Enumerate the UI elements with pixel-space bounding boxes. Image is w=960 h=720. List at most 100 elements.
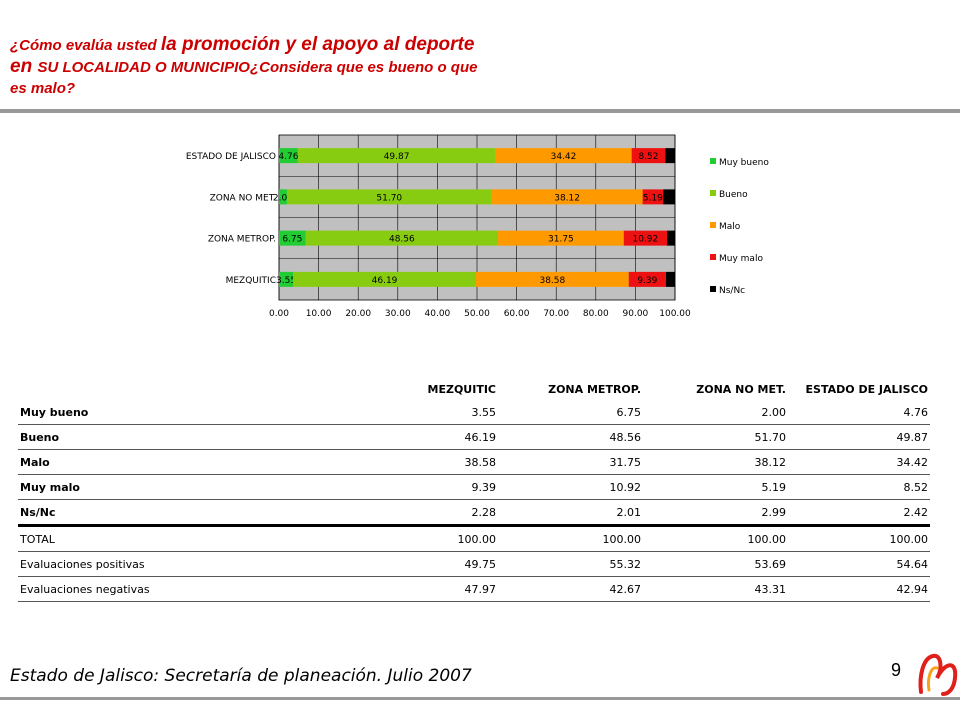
legend-label: Muy bueno [719, 158, 769, 168]
table-cell: 2.42 [903, 505, 929, 519]
table-cell: 2.28 [471, 505, 497, 519]
table-header-cell: ESTADO DE JALISCO [805, 383, 928, 396]
bar-segment [667, 230, 675, 246]
data-label: 38.58 [539, 276, 565, 286]
x-tick-label: 20.00 [345, 309, 371, 319]
row-label: Bueno [20, 430, 60, 444]
data-label: 8.52 [638, 152, 658, 162]
bar-segment [305, 230, 499, 246]
x-tick-label: 60.00 [504, 309, 530, 319]
table-cell: 6.75 [616, 405, 642, 419]
data-label: 34.42 [551, 152, 577, 162]
table-cell: 4.76 [903, 405, 929, 419]
legend-swatch [710, 254, 716, 260]
bar-segment [642, 189, 664, 205]
table-cell: 43.31 [754, 582, 787, 596]
table-cell: 49.87 [896, 430, 929, 444]
bar-segment [286, 189, 492, 205]
legend-swatch [710, 158, 716, 164]
stacked-bar-chart: 0.00 10.00 20.00 30.00 40.00 50.00 60.00 70.00 8… [186, 134, 769, 319]
data-label: 4.76 [278, 152, 298, 162]
table-row: TOTAL 100.00 100.00 100.00 100.00 [18, 526, 930, 552]
title-part-3: SU LOCALIDAD O MUNICIPIO¿Considera que e… [10, 59, 478, 97]
bar-segment [297, 148, 496, 164]
x-tick-label: 0.00 [269, 309, 289, 319]
table-cell: 9.39 [471, 480, 497, 494]
data-label: 49.87 [384, 152, 410, 162]
table-cell: 55.32 [609, 557, 642, 571]
row-label: TOTAL [20, 532, 55, 546]
table-cell: 5.19 [761, 480, 787, 494]
bar-segment [279, 148, 298, 164]
data-label: 51.70 [376, 193, 402, 203]
bar-segment [628, 271, 666, 287]
data-label: 38.12 [554, 193, 580, 203]
data-label: 5.19 [643, 193, 663, 203]
bar-segment [491, 189, 643, 205]
bar-segment [498, 230, 624, 246]
data-label: 31.75 [548, 235, 574, 245]
table-cell: 46.19 [464, 430, 497, 444]
table-cell: 54.64 [896, 557, 929, 571]
table-cell: 34.42 [896, 455, 929, 469]
x-tick-label: 80.00 [583, 309, 609, 319]
table-cell: 51.70 [754, 430, 787, 444]
x-tick-label: 40.00 [425, 309, 451, 319]
bar-segment [279, 230, 306, 246]
table-cell: 38.12 [754, 455, 787, 469]
title-part-1: ¿Cómo evalúa usted [10, 37, 161, 54]
data-table: MEZQUITIC ZONA METROP. ZONA NO MET. ESTA… [18, 360, 930, 602]
table-header-cell: ZONA METROP. [548, 383, 641, 396]
table-header-cell: ZONA NO MET. [696, 383, 786, 396]
legend-swatch [710, 190, 716, 196]
table-row: Evaluaciones positivas 49.75 55.32 53.69… [18, 552, 930, 577]
row-label: Malo [20, 455, 50, 469]
data-label: 46.19 [372, 276, 398, 286]
legend-label: Bueno [719, 190, 748, 200]
page-number: 9 [891, 660, 902, 680]
table-row: Evaluaciones negativas 47.97 42.67 43.31… [18, 577, 930, 602]
category-label: ESTADO DE JALISCO [186, 152, 276, 162]
row-label: Evaluaciones positivas [20, 557, 145, 571]
category-label: MEZQUITIC [226, 276, 276, 286]
plot-border [278, 134, 676, 301]
title-divider [0, 109, 960, 113]
table-cell: 42.94 [896, 582, 929, 596]
bar-segment [279, 189, 287, 205]
data-label: 48.56 [389, 235, 415, 245]
legend-label: Muy malo [719, 254, 763, 264]
table-cell: 100.00 [889, 532, 929, 546]
data-label: 2.00 [273, 193, 293, 203]
table-cell: 2.01 [616, 505, 642, 519]
logo-icon [918, 653, 958, 696]
data-label: 10.92 [632, 235, 658, 245]
table-header-cell: MEZQUITIC [427, 383, 496, 396]
bar-segment [475, 271, 629, 287]
bar-segment [623, 230, 668, 246]
table-cell: 47.97 [464, 582, 497, 596]
x-tick-label: 100.00 [659, 309, 691, 319]
page-title: ¿Cómo evalúa usted la promoción y el apo… [10, 34, 490, 99]
bar-segment [293, 271, 476, 287]
table-cell: 10.92 [609, 480, 642, 494]
row-label: Muy bueno [20, 405, 89, 419]
table-cell: 2.00 [761, 405, 787, 419]
table-cell: 49.75 [464, 557, 497, 571]
legend-swatch [710, 286, 716, 292]
table-row: Muy bueno 3.55 6.75 2.00 4.76 [18, 400, 930, 425]
table-cell: 2.99 [761, 505, 787, 519]
table-row: Muy malo 9.39 10.92 5.19 8.52 [18, 475, 930, 500]
source-note: Estado de Jalisco: Secretaría de planeac… [10, 666, 472, 686]
data-label: 3.55 [276, 276, 296, 286]
table-cell: 3.55 [471, 405, 497, 419]
x-tick-label: 10.00 [306, 309, 332, 319]
table-row: Ns/Nc 2.28 2.01 2.99 2.42 [18, 500, 930, 526]
legend-swatch [710, 222, 716, 228]
table-cell: 42.67 [609, 582, 642, 596]
table-cell: 38.58 [464, 455, 497, 469]
title-part-2: la promoción y el apoyo al deporte en [10, 34, 475, 77]
table-cell: 100.00 [747, 532, 787, 546]
bar-segment [279, 271, 294, 287]
legend-label: Malo [719, 222, 741, 232]
legend-label: Ns/Nc [719, 286, 745, 296]
